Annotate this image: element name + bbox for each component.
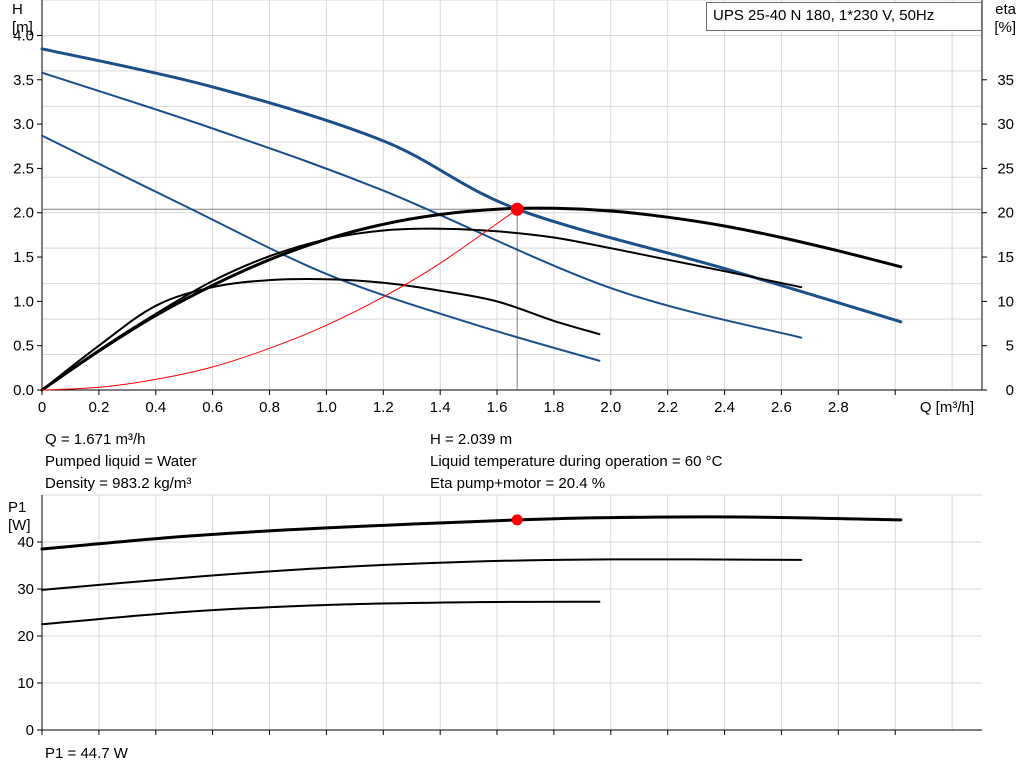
x-tick-label: 1.4 bbox=[430, 399, 451, 416]
y-tick-label: 40 bbox=[17, 534, 34, 551]
eta-curve bbox=[41, 227, 803, 391]
x-tick-label: 0.4 bbox=[145, 399, 166, 416]
x-tick-label: 2.6 bbox=[771, 399, 792, 416]
eta-curve bbox=[40, 206, 903, 392]
y2-tick-label: 25 bbox=[997, 160, 1014, 177]
x-tick-label: 0 bbox=[38, 399, 46, 416]
duty-info-left: Q = 1.671 m³/h Pumped liquid = Water Den… bbox=[45, 429, 197, 495]
power-curve bbox=[40, 515, 903, 551]
power-curve bbox=[41, 558, 803, 591]
y2-tick-label: 30 bbox=[997, 116, 1014, 133]
flow-value: Q = 1.671 m³/h bbox=[45, 431, 146, 448]
system-curve bbox=[41, 208, 518, 391]
x-tick-label: 0.8 bbox=[259, 399, 280, 416]
y-tick-label: 1.5 bbox=[13, 249, 34, 266]
p1-value: P1 = 44.7 W bbox=[45, 745, 128, 762]
duty-point-marker bbox=[511, 514, 523, 526]
y-tick-label: 10 bbox=[17, 675, 34, 692]
y2-tick-label: 35 bbox=[997, 72, 1014, 89]
power-curve bbox=[41, 600, 601, 626]
y-tick-label: 0.5 bbox=[13, 338, 34, 355]
x-tick-label: 1.0 bbox=[316, 399, 337, 416]
y-axis-label: [W] bbox=[8, 517, 31, 534]
y2-tick-label: 20 bbox=[997, 205, 1014, 222]
x-axis-label: Q [m³/h] bbox=[920, 399, 974, 416]
x-tick-label: 0.6 bbox=[202, 399, 223, 416]
y-tick-label: 3.5 bbox=[13, 72, 34, 89]
pumped-liquid: Pumped liquid = Water bbox=[45, 453, 197, 470]
x-tick-label: 1.2 bbox=[373, 399, 394, 416]
y-axis-label: P1 bbox=[8, 499, 26, 516]
head-chart-panel: 0.0 0.5 1.0 1.5 2.0 2.5 3.0 3.5 4.0 H[m] 0 5 10 15 20 2… bbox=[12, 0, 1017, 416]
y-tick-label: 30 bbox=[17, 581, 34, 598]
y2-axis-label: [%] bbox=[994, 19, 1016, 36]
y2-tick-label: 5 bbox=[1006, 338, 1014, 355]
y-axis-label: [m] bbox=[12, 19, 33, 36]
y2-axis-label: eta bbox=[995, 1, 1017, 18]
y-axis-label: H bbox=[12, 1, 23, 18]
y-tick-label: 20 bbox=[17, 628, 34, 645]
head-curve bbox=[41, 71, 803, 339]
x-tick-label: 2.8 bbox=[828, 399, 849, 416]
power-info: P1 = 44.7 W bbox=[45, 743, 128, 765]
y-tick-label: 0.0 bbox=[13, 382, 34, 399]
liquid-temperature: Liquid temperature during operation = 60… bbox=[430, 453, 723, 470]
y-tick-label: 2.5 bbox=[13, 160, 34, 177]
y-tick-label: 2.0 bbox=[13, 205, 34, 222]
x-tick-label: 1.6 bbox=[487, 399, 508, 416]
y2-tick-label: 10 bbox=[997, 293, 1014, 310]
eta-curve bbox=[41, 277, 601, 391]
x-tick-label: 0.2 bbox=[88, 399, 109, 416]
y2-tick-label: 0 bbox=[1006, 382, 1014, 399]
pump-model-label: UPS 25-40 N 180, 1*230 V, 50Hz bbox=[706, 2, 982, 31]
duty-info-right: H = 2.039 m Liquid temperature during op… bbox=[430, 429, 722, 495]
y-tick-label: 4.0 bbox=[13, 27, 34, 44]
y-tick-label: 3.0 bbox=[13, 116, 34, 133]
duty-point-marker bbox=[510, 202, 524, 216]
x-tick-label: 2.4 bbox=[714, 399, 735, 416]
efficiency-value: Eta pump+motor = 20.4 % bbox=[430, 475, 606, 492]
x-tick-label: 2.0 bbox=[600, 399, 621, 416]
x-tick-label: 2.2 bbox=[657, 399, 678, 416]
y-tick-label: 0 bbox=[26, 722, 34, 739]
head-value: H = 2.039 m bbox=[430, 431, 513, 448]
density-value: Density = 983.2 kg/m³ bbox=[45, 475, 192, 492]
y2-tick-label: 15 bbox=[997, 249, 1014, 266]
y-tick-label: 1.0 bbox=[13, 293, 34, 310]
power-chart-panel: 0 10 20 30 40 P1[W] bbox=[8, 494, 982, 739]
x-tick-label: 1.8 bbox=[543, 399, 564, 416]
head-curve bbox=[41, 134, 601, 362]
